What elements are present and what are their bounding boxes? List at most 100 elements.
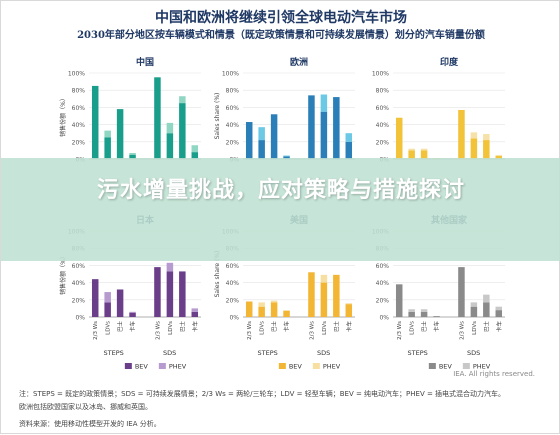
bar-bev — [483, 140, 490, 159]
y-tick-label: 80% — [72, 88, 86, 95]
bar-bev — [283, 310, 290, 317]
bar-phev — [470, 302, 478, 307]
bar-phev — [283, 310, 290, 311]
scenario-label: SDS — [163, 349, 176, 357]
y-tick-label: 60% — [226, 105, 240, 112]
x-tick-label: 巴士 — [332, 321, 340, 333]
bar-phev — [345, 133, 353, 142]
y-tick-label: 20% — [226, 139, 240, 146]
y-tick-label: 80% — [376, 88, 390, 95]
x-tick-label: LDVs — [410, 321, 416, 335]
scenario-label: SDS — [467, 349, 480, 357]
bar-bev — [191, 152, 199, 159]
x-tick-label: LDVs — [472, 321, 478, 335]
legend-label-phev: PHEV — [473, 363, 491, 371]
y-tick-label: 60% — [72, 105, 86, 112]
x-tick-label: 2/3 Ws — [397, 321, 403, 340]
x-tick-label: LDVs — [106, 321, 112, 335]
scenario-label: STEPS — [258, 349, 278, 357]
y-axis-label: 销售份额（%） — [59, 95, 67, 137]
overlay-banner: 污水增量挑战，应对策略与措施探讨 — [1, 158, 560, 261]
x-tick-label: 2/3 Ws — [93, 321, 99, 340]
y-tick-label: 0% — [379, 315, 389, 322]
bar-phev — [483, 134, 490, 141]
y-tick-label: 40% — [226, 280, 240, 287]
bar-bev — [245, 122, 253, 159]
x-tick-label: 巴士 — [116, 321, 124, 333]
y-tick-label: 100% — [372, 71, 389, 78]
bar-phev — [320, 94, 328, 112]
bar-bev — [433, 316, 440, 317]
bar-bev — [104, 302, 111, 317]
footnote-definitions: 注：STEPS = 既定的政策情景；SDS = 可持续发展情景；2/3 Ws =… — [19, 390, 506, 398]
bar-phev — [104, 292, 111, 303]
y-tick-label: 20% — [72, 297, 86, 304]
bar-bev — [345, 141, 353, 159]
y-axis-label: 销售份额（%） — [59, 253, 67, 295]
bar-bev — [495, 155, 503, 159]
bar-phev — [104, 130, 111, 138]
bar-phev — [408, 148, 415, 151]
x-tick-label: 2/3 Ws — [309, 321, 315, 340]
y-tick-label: 0% — [75, 315, 85, 322]
chart-subtitle: 2030年部分地区按车辆模式和情景（既定政策情景和可持续发展情景）划分的汽车销量… — [77, 30, 485, 41]
bar-bev — [129, 154, 136, 159]
chart-panel: 印度0%20%40%60%80%100% — [372, 56, 505, 164]
bar-bev — [166, 133, 174, 159]
y-tick-label: 20% — [376, 297, 390, 304]
bar-bev — [395, 284, 403, 317]
y-tick-label: 20% — [72, 139, 86, 146]
bar-phev — [129, 311, 136, 313]
scenario-label: STEPS — [408, 349, 428, 357]
bar-bev — [308, 272, 315, 317]
y-tick-label: 60% — [376, 263, 390, 270]
panel-title: 欧洲 — [290, 56, 308, 68]
bar-bev — [179, 103, 186, 159]
legend-swatch-bev — [278, 363, 286, 369]
credit-line: IEA. All rights reserved. — [453, 370, 535, 378]
y-tick-label: 0% — [229, 315, 239, 322]
bar-bev — [408, 150, 415, 159]
panel-title: 中国 — [136, 56, 154, 68]
x-tick-label: 巴士 — [482, 321, 490, 333]
x-tick-label: 卡车 — [345, 321, 353, 333]
bar-bev — [258, 140, 265, 159]
x-tick-label: 卡车 — [495, 321, 503, 333]
y-tick-label: 100% — [222, 71, 239, 78]
footnote-europe: 欧洲包括欧盟国家以及冰岛、挪威和英国。 — [19, 403, 152, 411]
legend-swatch-phev — [312, 363, 320, 369]
bar-bev — [333, 97, 340, 159]
bar-bev — [408, 311, 415, 317]
bar-bev — [333, 274, 340, 317]
bar-bev — [104, 137, 111, 159]
y-tick-label: 20% — [376, 139, 390, 146]
legend-label-bev: BEV — [289, 363, 303, 371]
y-axis-label: Sales share (%) — [214, 251, 221, 298]
legend-label-bev: BEV — [439, 363, 453, 371]
y-tick-label: 40% — [376, 122, 390, 129]
legend-swatch-bev — [124, 363, 132, 369]
x-tick-label: LDVs — [168, 321, 174, 335]
legend-swatch-phev — [158, 363, 166, 369]
bar-bev — [166, 271, 174, 317]
legend-label-phev: PHEV — [323, 363, 341, 371]
x-tick-label: 卡车 — [433, 321, 441, 333]
chart-title: 中国和欧洲将继续引领全球电动汽车市场 — [155, 10, 407, 26]
legend-swatch-bev — [428, 363, 436, 369]
bar-phev — [191, 145, 199, 153]
bar-bev — [270, 302, 278, 317]
x-tick-label: 2/3 Ws — [459, 321, 465, 340]
bar-phev — [420, 309, 428, 312]
scenario-label: STEPS — [104, 349, 124, 357]
y-tick-label: 40% — [72, 122, 86, 129]
bar-bev — [420, 150, 428, 159]
y-tick-label: 40% — [72, 280, 86, 287]
legend-swatch-phev — [462, 363, 470, 369]
bar-bev — [191, 311, 199, 317]
bar-bev — [395, 117, 403, 159]
bar-bev — [458, 109, 465, 159]
legend-label-phev: PHEV — [169, 363, 187, 371]
x-tick-label: 2/3 Ws — [155, 321, 161, 340]
bar-bev — [320, 282, 328, 317]
